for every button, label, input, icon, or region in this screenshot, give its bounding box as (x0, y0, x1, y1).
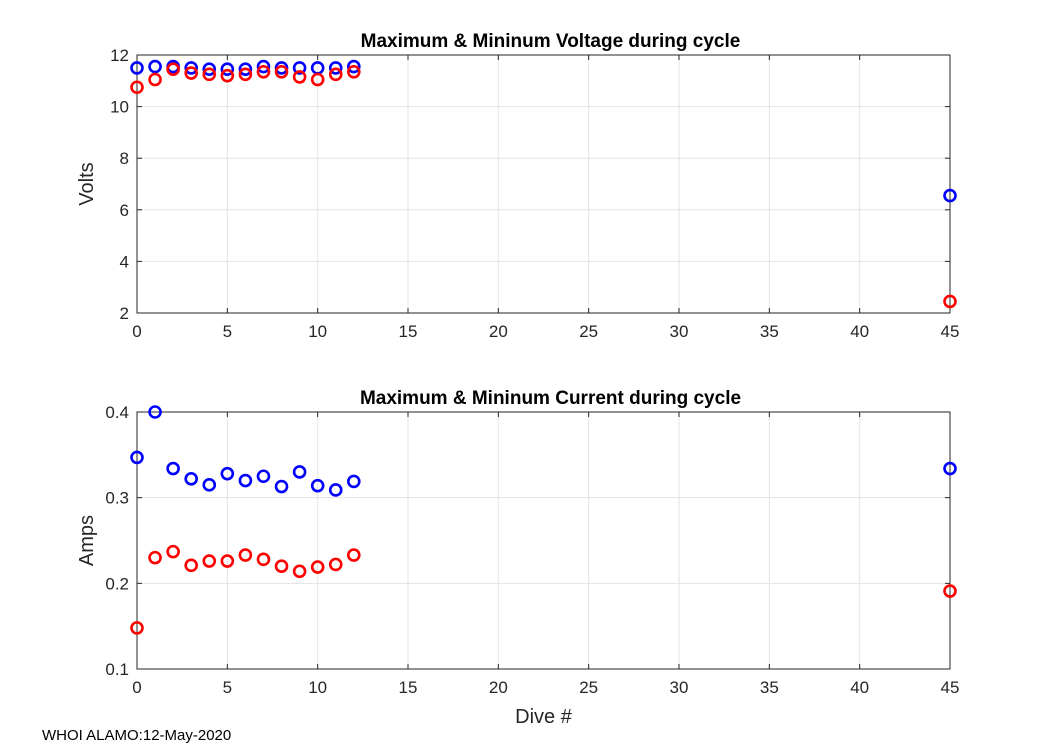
data-point-maximum (256, 469, 271, 484)
chart-title: Maximum & Mininum Voltage during cycle (361, 31, 741, 52)
y-tick-label: 4 (120, 252, 129, 271)
data-point-maximum (310, 478, 325, 493)
x-tick-label: 30 (670, 322, 689, 341)
x-tick-label: 5 (223, 678, 232, 697)
footer-label: WHOI ALAMO:12-May-2020 (42, 727, 232, 744)
data-point-minimum (202, 67, 217, 82)
x-tick-label: 15 (399, 678, 418, 697)
x-tick-label: 0 (132, 322, 141, 341)
x-tick-label: 30 (670, 678, 689, 697)
axes-box (136, 411, 951, 670)
data-point-minimum (346, 64, 361, 79)
y-axis-label: Volts (76, 162, 98, 205)
plot-area (137, 55, 950, 313)
x-tick-label: 20 (489, 322, 508, 341)
x-tick-label: 25 (579, 322, 598, 341)
data-point-minimum (346, 548, 361, 562)
x-tick-label: 35 (760, 322, 779, 341)
data-point-maximum (292, 465, 307, 479)
x-tick-label: 40 (850, 322, 869, 341)
data-point-minimum (130, 80, 144, 95)
data-point-minimum (184, 558, 198, 573)
y-tick-label: 12 (110, 46, 129, 65)
data-point-minimum (256, 64, 271, 79)
y-axis-label: Amps (76, 515, 98, 566)
x-tick-label: 15 (399, 322, 418, 341)
y-tick-label: 0.2 (105, 574, 129, 593)
chart-title: Maximum & Mininum Current during cycle (360, 388, 741, 409)
data-point-minimum (292, 70, 307, 84)
y-tick-label: 6 (120, 201, 129, 220)
data-point-maximum (256, 59, 271, 74)
series-maximum (130, 405, 957, 497)
data-point-maximum (148, 405, 162, 419)
data-point-minimum (220, 68, 235, 83)
x-tick-label: 25 (579, 678, 598, 697)
data-point-minimum (328, 67, 343, 82)
data-point-maximum (220, 62, 235, 76)
data-point-maximum (328, 483, 343, 497)
data-point-minimum (166, 544, 180, 559)
data-point-maximum (130, 450, 144, 465)
series-minimum (130, 544, 957, 635)
data-point-maximum (943, 461, 957, 476)
x-tick-label: 45 (941, 678, 960, 697)
data-point-minimum (220, 554, 235, 568)
data-point-minimum (166, 62, 180, 76)
chart-panel-2: 0 5 10 15 20 25 30 35 40 45 0.1 0.2 0.3 0.4 Maximum & … (76, 388, 959, 728)
y-tick-label: 8 (120, 149, 129, 168)
data-point-minimum (328, 557, 343, 572)
data-point-minimum (238, 67, 253, 82)
data-point-maximum (202, 478, 217, 492)
data-point-minimum (130, 621, 144, 635)
data-point-minimum (148, 72, 162, 87)
data-point-minimum (202, 554, 217, 568)
data-point-maximum (346, 474, 361, 489)
x-tick-label: 20 (489, 678, 508, 697)
data-point-maximum (166, 461, 180, 476)
series-minimum (130, 62, 957, 309)
data-point-maximum (130, 61, 144, 75)
data-point-maximum (943, 188, 957, 203)
data-point-minimum (943, 294, 957, 309)
data-point-maximum (292, 61, 307, 75)
x-tick-label: 45 (941, 322, 960, 341)
data-point-maximum (238, 62, 253, 76)
y-tick-label: 0.1 (105, 660, 129, 679)
data-point-maximum (184, 472, 198, 486)
data-point-maximum (184, 61, 198, 75)
data-point-maximum (328, 61, 343, 75)
y-tick-label: 10 (110, 98, 129, 117)
data-point-minimum (238, 548, 253, 562)
data-point-maximum (274, 479, 289, 494)
data-point-maximum (148, 59, 162, 74)
data-point-maximum (220, 466, 235, 481)
data-point-minimum (310, 560, 325, 574)
data-point-minimum (292, 564, 307, 579)
data-point-maximum (238, 473, 253, 488)
plot-area (137, 412, 950, 669)
data-point-minimum (148, 550, 162, 565)
x-tick-label: 5 (223, 322, 232, 341)
data-point-maximum (202, 62, 217, 76)
x-tick-label: 10 (308, 322, 327, 341)
data-point-maximum (346, 59, 361, 74)
x-tick-label: 35 (760, 678, 779, 697)
x-tick-label: 0 (132, 678, 141, 697)
data-point-minimum (274, 64, 289, 79)
x-axis-label: Dive # (515, 706, 573, 728)
x-tick-label: 40 (850, 678, 869, 697)
data-point-minimum (274, 559, 289, 574)
data-point-minimum (943, 584, 957, 598)
y-tick-label: 0.3 (105, 489, 129, 508)
x-tick-label: 10 (308, 678, 327, 697)
y-tick-label: 0.4 (105, 403, 129, 422)
y-tick-label: 2 (120, 304, 129, 323)
data-point-minimum (310, 72, 325, 87)
axes-box (136, 54, 951, 314)
data-point-minimum (184, 66, 198, 80)
chart-panel-1: 0 5 10 15 20 25 30 35 40 45 2 4 6 8 10 12 Maximum & Mini… (76, 31, 959, 341)
data-point-minimum (256, 552, 271, 567)
